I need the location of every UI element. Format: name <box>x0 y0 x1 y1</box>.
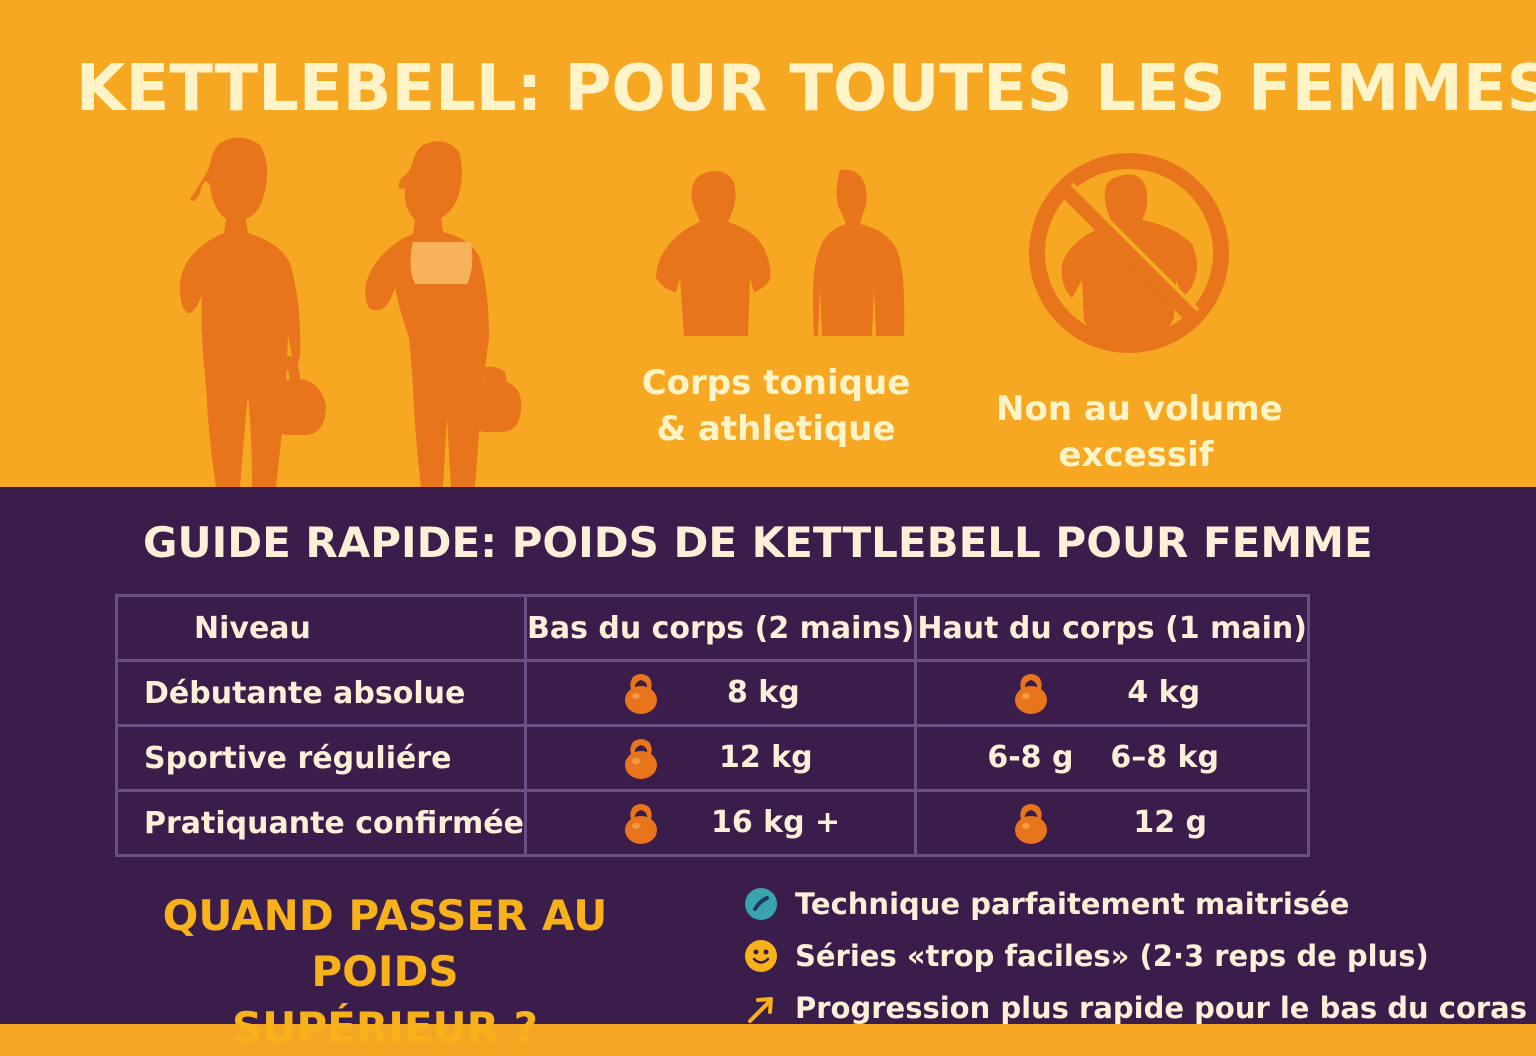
lower-body-cell: 16 kg + <box>523 789 918 857</box>
upper-body-value: 4 kg <box>1127 675 1201 710</box>
level-cell: Pratiquante confirmée <box>115 789 527 857</box>
woman-in-sports-bra-with-kettlebell-icon <box>365 141 522 487</box>
feature-caption-no-bulk: Non au volume excessif <box>996 386 1283 478</box>
upper-body-cell: 6-8 g 6–8 kg <box>914 724 1310 792</box>
woman-with-kettlebell-icon <box>179 137 326 487</box>
when-title-line1: QUAND PASSER AU POIDS <box>162 891 608 996</box>
lower-body-value: 12 kg <box>718 740 813 775</box>
arrow-up-right-icon <box>748 997 773 1023</box>
kettlebell-icon <box>624 674 657 714</box>
kettlebell-icon <box>624 739 657 779</box>
tip-text: Séries «trop faciles» (2·3 reps de plus) <box>795 939 1429 973</box>
lower-body-cell: 12 kg <box>523 724 918 792</box>
table-row: Pratiquante confirmée 16 kg + 12 g <box>115 789 1310 857</box>
smiley-icon <box>745 940 777 972</box>
level-cell: Débutante absolue <box>115 659 527 727</box>
feature-caption-toned: Corps tonique & athletique <box>636 360 916 452</box>
upper-body-value: 6–8 kg <box>1110 740 1219 775</box>
kettlebell-icon <box>1015 674 1048 714</box>
upper-body-cell: 4 kg <box>914 659 1310 727</box>
feature-caption-line2: & athletique <box>656 409 896 449</box>
toned-bodies-icon <box>656 169 905 336</box>
page-title: KETTLEBELL: POUR TOUTES LES FEMMES <box>76 52 1536 126</box>
level-cell: Sportive réguliére <box>115 724 527 792</box>
lower-body-value: 8 kg <box>726 675 800 710</box>
feature-caption-line2: excessif <box>1058 435 1214 475</box>
upper-body-prefix: 6-8 g <box>987 740 1074 775</box>
no-bulky-muscle-icon <box>1029 153 1229 353</box>
column-header-upper-body: Haut du corps (1 main) <box>914 594 1310 662</box>
lower-body-value: 16 kg + <box>710 805 841 840</box>
feature-caption-line1: Corps tonique <box>641 363 911 403</box>
kettlebell-icon <box>1015 804 1048 844</box>
list-item: Progression plus rapide pour le bas du c… <box>742 984 1527 1036</box>
column-header-lower-body: Bas du corps (2 mains) <box>523 594 918 662</box>
kettlebell-weight-table: Niveau Bas du corps (2 mains) Haut du co… <box>115 594 1310 857</box>
when-title-line2: SUPÉRIEUR ? <box>232 1003 538 1052</box>
list-item: Technique parfaitement maitrisée <box>742 880 1522 932</box>
kettlebell-icon <box>624 804 657 844</box>
tips-list: Technique parfaitement maitrisée Séries … <box>742 880 1527 1036</box>
lower-body-cell: 8 kg <box>523 659 918 727</box>
guide-title: GUIDE RAPIDE: POIDS DE KETTLEBELL POUR F… <box>143 518 1373 567</box>
column-header-level: Niveau <box>115 594 527 662</box>
table-row: Sportive réguliére 12 kg 6-8 g 6–8 kg <box>115 724 1310 792</box>
upper-body-value: 12 g <box>1133 805 1208 840</box>
upper-body-cell: 12 g <box>914 789 1310 857</box>
when-to-increase-title: QUAND PASSER AU POIDS SUPÉRIEUR ? <box>100 888 670 1056</box>
check-badge-icon <box>745 888 777 920</box>
table-header-row: Niveau Bas du corps (2 mains) Haut du co… <box>115 594 1310 662</box>
tip-text: Progression plus rapide pour le bas du c… <box>795 991 1527 1025</box>
list-item: Séries «trop faciles» (2·3 reps de plus) <box>742 932 1522 984</box>
tip-text: Technique parfaitement maitrisée <box>795 887 1350 921</box>
feature-caption-line1: Non au volume <box>996 389 1283 429</box>
table-row: Débutante absolue 8 kg 4 kg <box>115 659 1310 727</box>
